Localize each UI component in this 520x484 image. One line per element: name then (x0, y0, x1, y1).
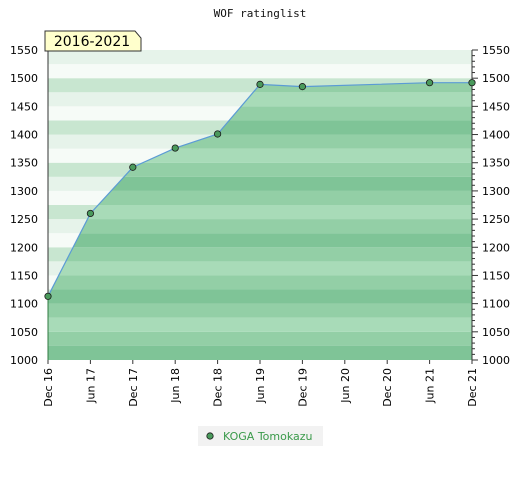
area-fill-band (48, 247, 472, 262)
y-tick-label-left: 1500 (10, 72, 38, 85)
y-tick-label-left: 1300 (10, 185, 38, 198)
data-point (468, 79, 476, 87)
series-layer (44, 79, 476, 360)
y-axis-left: 1000 1050 1100 1150 1200 1250 1300 1350 1400 1450… (10, 44, 38, 367)
y-tick-label-left: 1350 (10, 157, 38, 170)
data-point (171, 144, 179, 152)
y-tick-label-left: 1150 (10, 269, 38, 282)
area-fill-band (48, 331, 472, 346)
data-point (214, 130, 222, 138)
x-tick-label: Jun 19 (254, 368, 267, 404)
y-tick-label-left: 1050 (10, 326, 38, 339)
y-tick-label-right: 1350 (482, 157, 510, 170)
area-fill-band (48, 345, 472, 360)
y-tick-label-right: 1050 (482, 326, 510, 339)
area-fill-band (48, 162, 472, 177)
period-label-text: 2016-2021 (54, 34, 130, 50)
area-fill-band (48, 317, 472, 332)
area-fill-band (48, 275, 472, 290)
x-tick-label: Dec 20 (381, 368, 394, 407)
y-tick-label-right: 1400 (482, 129, 510, 142)
area-fill-band (48, 261, 472, 276)
legend-box (198, 426, 323, 446)
y-tick-label-left: 1200 (10, 241, 38, 254)
period-label: 2016-2021 (44, 30, 142, 52)
area-fill-group (48, 82, 472, 360)
y-tick-label-left: 1550 (10, 44, 38, 57)
x-axis: Dec 16 Jun 17 Dec 17 Jun 18 Dec 18 Jun 19 Dec … (42, 360, 479, 407)
y-tick-label-right: 1000 (482, 354, 510, 367)
y-tick-label-right: 1200 (482, 241, 510, 254)
y-tick-label-right: 1300 (482, 185, 510, 198)
y-tick-label-right: 1150 (482, 269, 510, 282)
area-fill-band (48, 190, 472, 205)
y-tick-label-left: 1100 (10, 298, 38, 311)
y-tick-label-left: 1250 (10, 213, 38, 226)
legend-label[interactable]: KOGA Tomokazu (223, 430, 313, 443)
data-point (129, 163, 137, 171)
data-point (425, 79, 434, 87)
area-fill-band (48, 289, 472, 304)
y-tick-label-right: 1500 (482, 72, 510, 85)
y-tick-label-left: 1400 (10, 129, 38, 142)
area-fill-band (48, 219, 472, 234)
y-tick-label-left: 1000 (10, 354, 38, 367)
x-tick-label: Dec 16 (42, 368, 55, 407)
x-tick-label: Jun 21 (424, 368, 437, 404)
y-tick-label-right: 1100 (482, 298, 510, 311)
x-tick-label: Dec 21 (466, 368, 479, 407)
data-point (44, 292, 52, 300)
area-fill-band (48, 303, 472, 318)
x-tick-label: Jun 18 (169, 368, 182, 404)
data-point (298, 83, 306, 91)
x-tick-label: Jun 17 (84, 368, 97, 404)
y-axis-right: 1000 1050 1100 1150 1200 1250 1300 1350 1400 1450… (472, 44, 510, 367)
x-tick-label: Dec 18 (212, 368, 225, 407)
legend-marker (206, 432, 214, 440)
y-tick-label-right: 1550 (482, 44, 510, 57)
data-point (86, 209, 95, 218)
background-band (48, 50, 472, 65)
x-tick-label: Dec 17 (127, 368, 140, 407)
area-fill-band (48, 176, 472, 191)
legend[interactable]: KOGA Tomokazu (198, 426, 323, 446)
y-tick-label-right: 1250 (482, 213, 510, 226)
x-tick-label: Dec 19 (296, 368, 309, 407)
y-tick-label-left: 1450 (10, 100, 38, 113)
y-tick-label-right: 1450 (482, 100, 510, 113)
background-band (48, 64, 472, 79)
area-fill-band (48, 205, 472, 220)
data-area (48, 82, 472, 360)
x-tick-label: Jun 20 (339, 368, 352, 404)
period-label-box (44, 30, 142, 52)
chart-title: WOF ratinglist (214, 7, 307, 20)
data-point (256, 80, 264, 88)
area-fill-band (48, 233, 472, 248)
